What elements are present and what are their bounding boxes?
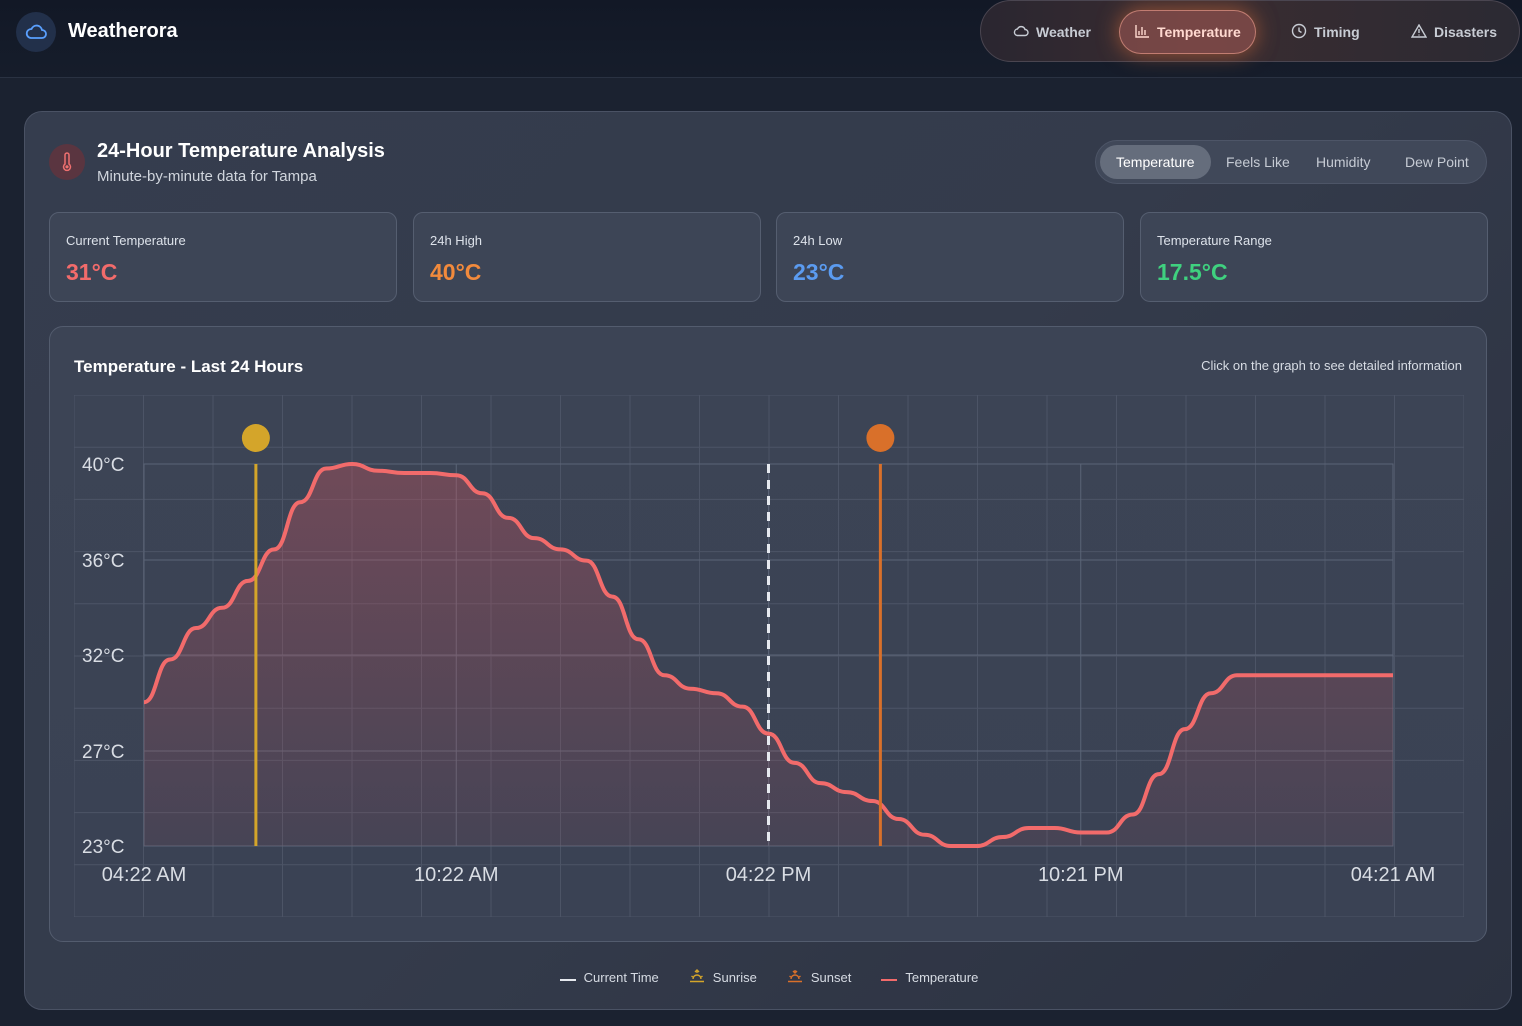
tab-dew-point[interactable]: Dew Point [1405,154,1469,170]
nav-timing[interactable]: Timing [1277,10,1374,54]
x-tick-label: 04:22 PM [726,864,812,886]
nav-weather-label: Weather [1036,24,1091,40]
y-tick-label: 23°C [82,837,124,858]
stat-temperature-range: Temperature Range 17.5°C [1140,212,1488,302]
stat-value: 23°C [793,259,845,285]
legend-label: Sunset [810,969,852,985]
stat-current-temperature: Current Temperature 31°C [49,212,397,302]
temperature-chart[interactable]: 40°C 36°C 32°C 27°C 23°C 04:22 AM 10:22 AM 04:2… [74,395,1464,917]
cloud-logo-icon [16,12,56,52]
y-tick-label: 32°C [82,646,124,667]
nav-disasters-label: Disasters [1434,24,1498,40]
stat-24h-high: 24h High 40°C [413,212,761,302]
tab-temperature[interactable]: Temperature [1100,145,1211,179]
current-time-line-icon [559,970,576,985]
x-tick-label: 04:21 AM [1351,864,1436,886]
clock-icon [1291,23,1307,42]
stat-value: 31°C [66,259,118,285]
stat-label: 24h High [430,233,483,248]
chart-legend: Current Time Sunrise Sunset Temperature [25,966,1513,988]
chart-hint: Click on the graph to see detailed infor… [1201,358,1462,373]
metric-tabs: Temperature Feels Like Humidity Dew Poin… [1095,140,1487,184]
stat-label: Current Temperature [66,233,186,248]
nav-weather[interactable]: Weather [999,10,1105,54]
sunrise-marker-dot [241,424,270,452]
panel-subtitle: Minute-by-minute data for Tampa [97,168,317,185]
y-tick-label: 36°C [82,551,124,572]
x-tick-label: 10:22 AM [414,864,499,886]
x-tick-label: 10:21 PM [1038,864,1124,886]
legend-sunrise: Sunrise [689,966,757,988]
chart-title: Temperature - Last 24 Hours [74,357,304,376]
y-tick-label: 27°C [82,742,124,763]
y-tick-label: 40°C [82,455,124,476]
thermometer-icon [49,144,85,180]
stat-value: 40°C [430,259,482,285]
sunrise-icon [689,968,705,986]
app-name: Weatherora [68,20,178,42]
temperature-panel: 24-Hour Temperature Analysis Minute-by-m… [24,111,1512,1010]
top-bar: Weatherora Weather Temperature Timing Di… [0,0,1522,78]
legend-temperature: Temperature [881,966,978,988]
temperature-area [144,464,1393,846]
stat-24h-low: 24h Low 23°C [776,212,1124,302]
panel-title: 24-Hour Temperature Analysis [97,140,385,162]
sunset-icon [787,969,803,986]
cloud-icon [1013,24,1029,40]
legend-label: Temperature [905,969,979,985]
temperature-line [143,462,1393,848]
nav-temperature-label: Temperature [1157,24,1241,40]
x-tick-label: 04:22 AM [102,864,187,886]
tab-feels-like[interactable]: Feels Like [1226,154,1290,170]
chart-card: Temperature - Last 24 Hours Click on the… [49,326,1487,942]
legend-sunset: Sunset [787,966,851,988]
nav-temperature[interactable]: Temperature [1119,10,1256,54]
warning-icon [1410,23,1428,41]
bar-chart-icon [1134,24,1150,41]
stat-value: 17.5°C [1157,259,1228,285]
legend-label: Current Time [583,969,659,985]
tab-humidity[interactable]: Humidity [1316,154,1371,170]
temperature-line-icon [881,970,898,985]
sunset-marker-dot [866,424,895,452]
main-nav: Weather Temperature Timing Disasters [980,0,1520,62]
nav-disasters[interactable]: Disasters [1397,10,1511,54]
stat-label: Temperature Range [1157,233,1272,248]
nav-timing-label: Timing [1314,24,1360,40]
legend-label: Sunrise [712,969,757,985]
legend-current-time: Current Time [559,966,659,988]
stat-label: 24h Low [793,233,843,248]
